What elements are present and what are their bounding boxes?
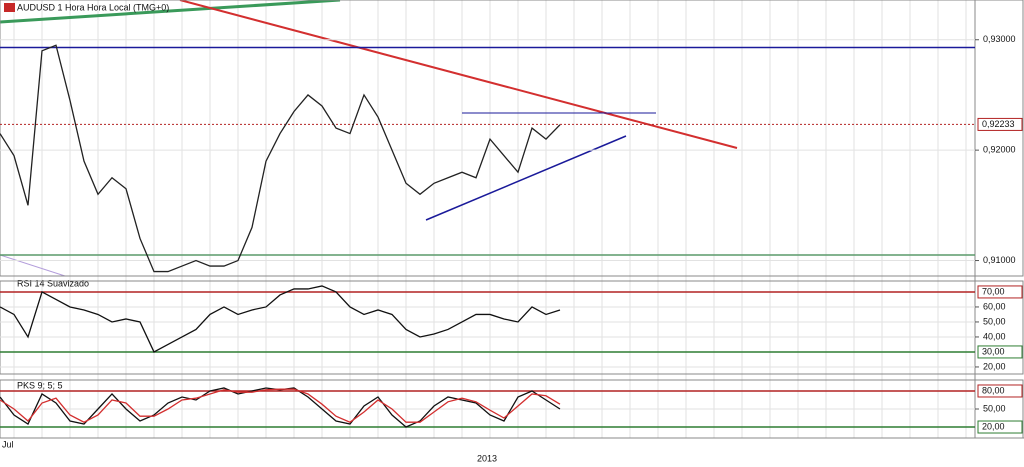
panel-title: RSI 14 Suavizado [17, 278, 89, 288]
y-tick-label: 50,00 [983, 316, 1006, 326]
level-label: 0,92233 [982, 119, 1015, 129]
panel-frame [0, 280, 1024, 375]
trend-line [179, 0, 738, 149]
y-tick-label: 40,00 [983, 331, 1006, 341]
y-tick-label: 60,00 [983, 301, 1006, 311]
icon [4, 3, 15, 12]
y-tick-label: 0,93000 [983, 34, 1016, 44]
level-box [977, 420, 1023, 434]
level-label: 30,00 [982, 346, 1005, 356]
level-label: 80,00 [982, 385, 1005, 395]
panel-title: PKS 9; 5; 5 [17, 380, 63, 390]
level-label: 20,00 [982, 421, 1005, 431]
panel-title: AUDUSD 1 Hora Hora Local (TMG+0) [17, 2, 169, 12]
x-label: Jul [2, 439, 14, 449]
trend-line [0, 0, 341, 24]
level-label: 70,00 [982, 286, 1005, 296]
series-line [0, 388, 561, 423]
grid [13, 0, 967, 438]
x-label: 2013 [477, 453, 497, 463]
y-tick-label: 0,91000 [983, 255, 1016, 265]
level-box [977, 345, 1023, 359]
y-tick-label: 0,92000 [983, 145, 1016, 155]
panel-frame [0, 0, 1024, 277]
series-line [0, 285, 561, 353]
level-box [977, 285, 1023, 299]
y-tick-label: 20,00 [983, 361, 1006, 371]
level-box [977, 384, 1023, 398]
level-box [977, 117, 1023, 131]
y-tick-label: 50,00 [983, 403, 1006, 413]
trend-line [0, 254, 66, 277]
series-line [0, 44, 561, 273]
